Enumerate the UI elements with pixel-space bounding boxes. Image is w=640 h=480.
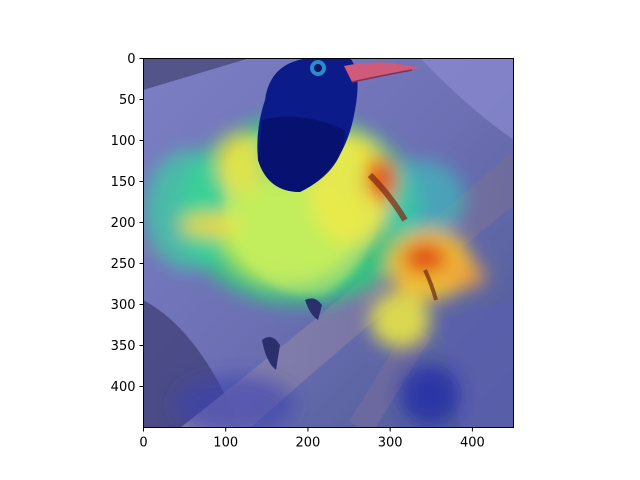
y-tick-label: 400 [111, 380, 136, 395]
x-tick-label: 0 [139, 436, 147, 451]
heatmap-image [143, 58, 514, 428]
y-axis: 0 50 100 150 200 250 300 350 400 [111, 52, 144, 395]
y-tick-label: 300 [111, 298, 136, 313]
y-tick-label: 250 [111, 257, 136, 272]
x-tick-label: 100 [213, 436, 238, 451]
x-tick-label: 300 [378, 436, 403, 451]
y-tick-label: 350 [111, 339, 136, 354]
y-tick-label: 150 [111, 175, 136, 190]
y-tick-label: 200 [111, 216, 136, 231]
y-tick-label: 100 [111, 134, 136, 149]
x-tick-label: 200 [296, 436, 321, 451]
y-tick-label: 50 [119, 93, 136, 108]
x-tick-label: 400 [460, 436, 485, 451]
x-axis: 0 100 200 300 400 [139, 427, 485, 451]
y-tick-label: 0 [127, 52, 135, 67]
plot-frame [143, 58, 514, 428]
